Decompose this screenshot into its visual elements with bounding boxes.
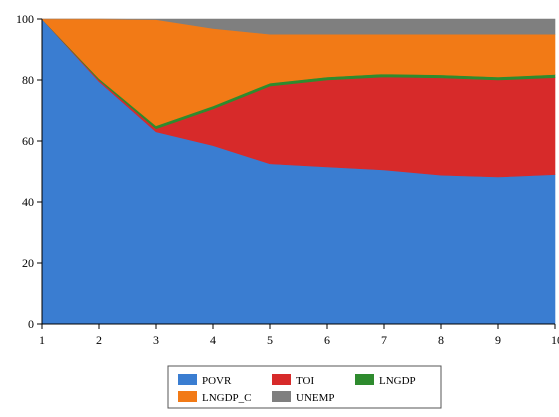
- x-tick-label: 1: [39, 333, 45, 347]
- y-tick-label: 100: [16, 12, 34, 26]
- x-tick-label: 6: [324, 333, 330, 347]
- legend-swatch-lngdp-c: [178, 391, 197, 402]
- legend-label-lngdp: LNGDP: [379, 375, 416, 387]
- y-tick-label: 80: [22, 73, 34, 87]
- legend-label-toi: TOI: [296, 375, 314, 387]
- area-unemp: [42, 18, 556, 35]
- legend: POVR TOI LNGDP LNGDP_C UNEMP: [167, 365, 442, 409]
- legend-swatch-toi: [272, 374, 291, 385]
- legend-swatch-unemp: [272, 391, 291, 402]
- legend-label-povr: POVR: [202, 375, 232, 387]
- y-tick-label: 0: [28, 317, 34, 331]
- x-tick-label: 4: [210, 333, 216, 347]
- y-tick-label: 40: [22, 195, 34, 209]
- y-tick-label: 60: [22, 134, 34, 148]
- x-tick-label: 8: [438, 333, 444, 347]
- legend-box: [167, 365, 442, 409]
- x-tick-label: 9: [495, 333, 501, 347]
- series-areas: [41, 18, 556, 325]
- x-tick-label: 5: [267, 333, 273, 347]
- legend-swatch-povr: [178, 374, 197, 385]
- x-tick-label: 7: [381, 333, 387, 347]
- x-tick-label: 2: [96, 333, 102, 347]
- x-tick-label: 10: [551, 333, 559, 347]
- y-tick-label: 20: [22, 256, 34, 270]
- legend-label-unemp: UNEMP: [296, 392, 335, 404]
- legend-swatch-lngdp: [355, 374, 374, 385]
- x-tick-label: 3: [153, 333, 159, 347]
- axes: 0 20 40 60 80 100 1 2 3 4 5 6 7 8 9 10: [16, 12, 559, 347]
- legend-label-lngdp-c: LNGDP_C: [202, 392, 252, 404]
